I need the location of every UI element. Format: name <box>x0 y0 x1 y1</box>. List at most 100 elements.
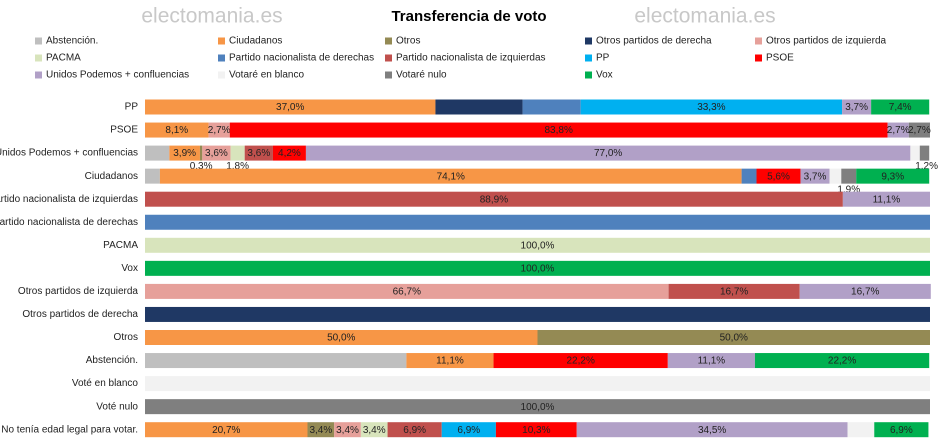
bar-segment <box>360 422 388 438</box>
legend-label: Vox <box>596 70 613 81</box>
bar-segment <box>230 145 245 161</box>
bar-segment <box>435 99 523 115</box>
category-label: Otros <box>114 332 138 343</box>
legend-swatch <box>585 37 592 45</box>
data-label: 3,6% <box>247 148 270 159</box>
bar-segment <box>829 168 842 184</box>
category-label: PP <box>125 102 139 113</box>
data-label: 11,1% <box>873 194 901 205</box>
bar-segment <box>145 399 930 415</box>
bar-segment <box>871 99 930 115</box>
category-label: PACMA <box>103 240 138 251</box>
data-label: 37,0% <box>276 102 304 113</box>
data-label: 50,0% <box>720 333 748 344</box>
data-label: 11,1% <box>698 356 726 367</box>
legend-label: Partido nacionalista de derechas <box>229 53 374 64</box>
legend-label: Partido nacionalista de izquierdas <box>396 53 546 64</box>
data-label: 5,6% <box>767 171 790 182</box>
category-label: Partido nacionalista de derechas <box>0 217 138 228</box>
bar-segment <box>799 283 931 299</box>
bar-segment <box>145 237 930 253</box>
bar-segment <box>145 145 170 161</box>
category-label: PSOE <box>110 125 138 136</box>
bar-segment <box>741 168 757 184</box>
data-label: 100,0% <box>521 402 555 413</box>
bar-segment <box>580 99 843 115</box>
bar-segment <box>406 353 494 369</box>
bar-segment <box>495 422 577 438</box>
bar-segment <box>537 330 930 345</box>
bar-segment <box>919 145 930 161</box>
category-label: No tenía edad legal para votar. <box>1 424 138 435</box>
legend-swatch <box>218 37 225 45</box>
bar-segment <box>145 99 436 115</box>
data-label: 0,3% <box>190 161 213 172</box>
legend-label: Unidos Podemos + confluencias <box>46 70 189 81</box>
bar-segment <box>841 168 857 184</box>
data-label: 77,0% <box>594 148 622 159</box>
watermark: electomania.es <box>141 5 282 28</box>
data-label: 22,2% <box>566 356 594 367</box>
chart-title: Transferencia de voto <box>391 8 546 25</box>
bar-segment <box>305 145 911 161</box>
bar-segment <box>272 145 306 161</box>
bar-segment <box>847 422 875 438</box>
bar-segment <box>856 168 930 184</box>
legend-label: PP <box>596 53 610 64</box>
bar-segment <box>145 422 308 438</box>
data-label: 34,5% <box>698 425 726 436</box>
legend-swatch <box>585 54 592 62</box>
bar-segment <box>145 168 160 184</box>
bar-segment <box>874 422 929 438</box>
category-label: Voté en blanco <box>72 378 139 389</box>
category-label: Voté nulo <box>96 401 138 412</box>
legend-swatch <box>755 54 762 62</box>
bar-segment <box>145 306 930 322</box>
bar-segment <box>199 145 203 161</box>
data-label: 8,1% <box>165 125 188 136</box>
data-label: 9,3% <box>881 171 904 182</box>
bar-segment <box>145 376 930 392</box>
legend-label: Otros partidos de derecha <box>596 36 712 47</box>
category-label: Unidos Podemos + confluencias <box>0 148 138 159</box>
bar-segment <box>842 99 872 115</box>
legend-label: Votaré en blanco <box>229 70 304 81</box>
legend-swatch <box>385 54 392 62</box>
bar-segment <box>441 422 496 438</box>
data-label: 2,7% <box>208 125 231 136</box>
bar-segment <box>387 422 442 438</box>
bar-segment <box>169 145 200 161</box>
bar-segment <box>145 330 538 345</box>
legend-swatch <box>218 71 225 79</box>
data-label: 66,7% <box>393 287 421 298</box>
data-label: 1,2% <box>915 161 938 172</box>
bar-segment <box>244 145 273 161</box>
legend-swatch <box>385 71 392 79</box>
bar-segment <box>145 191 843 207</box>
bar-segment <box>668 283 800 299</box>
legend-label: PSOE <box>766 53 794 64</box>
data-label: 4,2% <box>278 148 301 159</box>
bar-segment <box>754 353 930 369</box>
bar-segment <box>202 145 231 161</box>
data-label: 6,9% <box>403 425 426 436</box>
legend-swatch <box>218 54 225 62</box>
bar-segment <box>307 422 335 438</box>
data-label: 74,1% <box>437 171 465 182</box>
data-label: 3,4% <box>309 425 332 436</box>
bar-segment <box>756 168 801 184</box>
legend-label: Otros partidos de izquierda <box>766 36 887 47</box>
bar-segment <box>145 283 669 299</box>
data-label: 50,0% <box>327 333 355 344</box>
data-label: 83,8% <box>545 125 573 136</box>
data-label: 22,2% <box>828 356 856 367</box>
bar-segment <box>145 214 930 230</box>
data-label: 1,8% <box>226 161 249 172</box>
watermark: electomania.es <box>634 5 775 28</box>
data-label: 2,7% <box>908 125 931 136</box>
data-label: 6,9% <box>457 425 480 436</box>
data-label: 6,9% <box>890 425 913 436</box>
bar-segment <box>229 122 888 138</box>
legend-label: Otros <box>396 36 420 47</box>
